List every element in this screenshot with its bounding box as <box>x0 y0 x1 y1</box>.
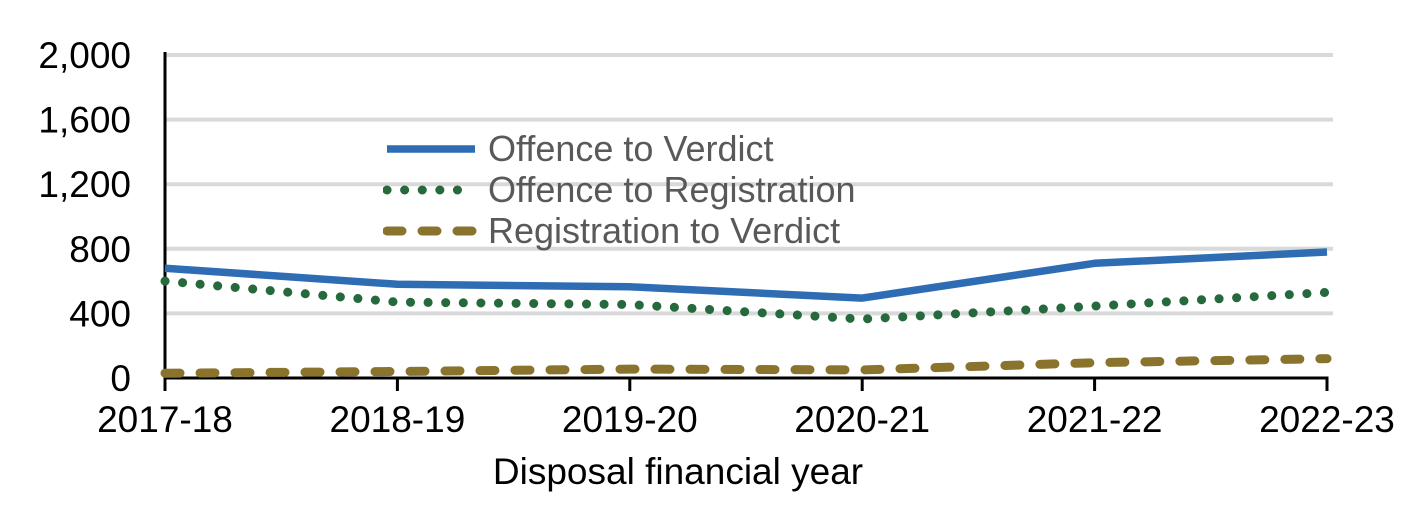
data-series <box>160 248 1332 378</box>
y-tick-label: 0 <box>110 358 131 399</box>
y-tick-label: 800 <box>69 229 131 270</box>
y-tick-label: 2,000 <box>38 35 131 76</box>
series-line-solid <box>164 248 1328 302</box>
x-axis-title: Disposal financial year <box>493 451 863 492</box>
chart-legend: Offence to Verdict Offence to Registratio… <box>383 128 856 251</box>
x-tick-label: 2020-21 <box>794 399 930 440</box>
legend-line-sample <box>383 185 479 194</box>
x-tick-label: 2019-20 <box>562 399 698 440</box>
y-tick-label: 400 <box>69 293 131 334</box>
axis-labels: 0 400 800 1,200 1,600 2,000 2017-18 2018-19 2019… <box>38 35 1394 440</box>
x-tick-label: 2018-19 <box>330 399 466 440</box>
legend-item: Offence to Verdict <box>383 128 856 169</box>
legend-line-sample <box>387 144 475 153</box>
series-line-dashed <box>160 354 1332 378</box>
gridlines <box>165 53 1333 316</box>
legend-item: Offence to Registration <box>383 169 856 210</box>
x-tick-label: 2017-18 <box>97 399 233 440</box>
y-tick-label: 1,200 <box>38 164 131 205</box>
series-line-dotted <box>160 276 1332 324</box>
legend-label: Offence to Registration <box>488 168 856 210</box>
x-tick-label: 2022-23 <box>1259 399 1395 440</box>
legend-label: Offence to Verdict <box>488 127 774 169</box>
legend-line-sample <box>383 226 479 235</box>
axes <box>163 52 1329 391</box>
legend-label: Registration to Verdict <box>488 209 841 251</box>
x-tick-label: 2021-22 <box>1027 399 1163 440</box>
y-tick-label: 1,600 <box>38 100 131 141</box>
legend-item: Registration to Verdict <box>383 210 856 251</box>
